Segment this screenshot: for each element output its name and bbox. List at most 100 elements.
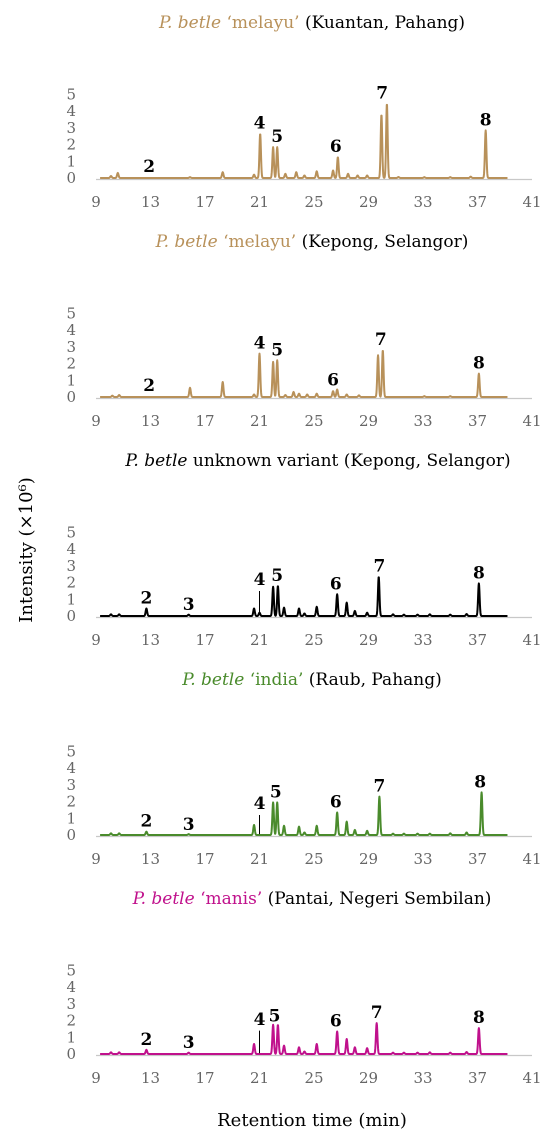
panel-title-variant: ‘manis’ [200,889,268,909]
panel-title: P. betle ‘manis’ (Pantai, Negeri Sembila… [132,889,492,909]
x-tick-label: 37 [468,193,487,211]
y-tick-label: 5 [66,86,76,104]
peak-label-3: 3 [183,1033,195,1053]
chromatogram-panel-5: P. betle ‘manis’ (Pantai, Negeri Sembila… [66,889,541,1087]
x-tick-label: 13 [141,631,160,649]
x-tick-label: 33 [413,850,432,868]
x-tick-label: 33 [413,193,432,211]
y-tick-label: 4 [66,102,76,120]
panel-title-species: P. betle [158,13,226,33]
y-tick-label: 1 [66,590,76,608]
peak-label-6: 6 [330,137,342,157]
x-tick-label: 21 [250,193,269,211]
y-tick-label: 4 [66,759,76,777]
x-tick-label: 13 [141,850,160,868]
x-tick-label: 25 [304,1069,323,1087]
x-tick-label: 33 [413,631,432,649]
peak-label-6: 6 [330,1011,342,1031]
x-tick-label: 29 [359,412,378,430]
y-tick-label: 3 [66,557,76,575]
peak-label-7: 7 [375,330,387,350]
peak-label-4: 4 [254,1010,266,1030]
x-tick-label: 25 [304,631,323,649]
x-tick-label: 37 [468,631,487,649]
panel-title-location: (Raub, Pahang) [309,670,442,690]
peak-label-8: 8 [473,1008,485,1028]
y-tick-label: 2 [66,355,76,373]
peak-label-8: 8 [474,772,486,792]
x-tick-label: 17 [195,193,214,211]
x-tick-label: 29 [359,1069,378,1087]
y-tick-label: 2 [66,1012,76,1030]
chromatogram-panels: P. betle ‘melayu’ (Kuantan, Pahang)01234… [66,13,541,1087]
peak-label-4: 4 [254,114,266,134]
x-tick-label: 17 [195,412,214,430]
y-tick-label: 3 [66,995,76,1013]
peak-label-2: 2 [140,1030,152,1050]
y-tick-label: 0 [66,169,76,187]
y-tick-label: 5 [66,524,76,542]
chromatogram-panel-2: P. betle ‘melayu’ (Kepong, Selangor)0123… [66,232,541,430]
y-tick-label: 3 [66,338,76,356]
x-tick-label: 13 [141,412,160,430]
x-axis-label: Retention time (min) [217,1110,407,1131]
panel-title-variant: ‘melayu’ [223,232,302,252]
peak-label-2: 2 [140,812,152,832]
x-tick-label: 41 [522,1069,541,1087]
x-tick-label: 17 [195,850,214,868]
x-tick-label: 29 [359,631,378,649]
peak-label-6: 6 [330,792,342,812]
peak-label-6: 6 [327,370,339,390]
panel-title-variant: ‘melayu’ [226,13,305,33]
y-tick-label: 0 [66,826,76,844]
x-tick-label: 13 [141,1069,160,1087]
panel-title-location: (Kuantan, Pahang) [305,13,465,33]
y-tick-label: 1 [66,152,76,170]
peak-label-2: 2 [143,376,155,396]
peak-label-7: 7 [371,1003,383,1023]
y-tick-label: 0 [66,388,76,406]
y-tick-label: 5 [66,305,76,323]
peak-label-2: 2 [143,157,155,177]
x-tick-label: 13 [141,193,160,211]
x-tick-label: 9 [91,631,101,649]
y-tick-label: 4 [66,540,76,558]
x-tick-label: 25 [304,193,323,211]
peak-label-5: 5 [271,340,283,360]
x-tick-label: 17 [195,1069,214,1087]
x-tick-label: 21 [250,631,269,649]
panel-title-species: P. betle [181,670,249,690]
panel-title: P. betle ‘india’ (Raub, Pahang) [181,670,442,690]
peak-label-7: 7 [373,557,385,577]
x-tick-label: 37 [468,412,487,430]
panel-title: P. betle unknown variant (Kepong, Selang… [124,451,510,471]
x-tick-label: 9 [91,1069,101,1087]
y-axis-label: Intensity (×10⁶) [16,477,37,623]
peak-label-8: 8 [480,110,492,130]
x-tick-label: 41 [522,850,541,868]
y-tick-label: 0 [66,607,76,625]
peak-label-6: 6 [330,574,342,594]
x-tick-label: 33 [413,1069,432,1087]
y-tick-label: 3 [66,119,76,137]
chromatogram-trace [99,576,509,617]
y-tick-label: 3 [66,776,76,794]
peak-label-3: 3 [183,815,195,835]
x-tick-label: 37 [468,1069,487,1087]
x-tick-label: 21 [250,850,269,868]
panel-title: P. betle ‘melayu’ (Kuantan, Pahang) [158,13,465,33]
peak-label-4: 4 [254,794,266,814]
x-tick-label: 9 [91,412,101,430]
peak-label-7: 7 [376,84,388,104]
x-tick-label: 29 [359,850,378,868]
peak-label-5: 5 [270,782,282,802]
x-tick-label: 41 [522,412,541,430]
x-tick-label: 21 [250,412,269,430]
panel-title-location: (Pantai, Negeri Sembilan) [268,889,492,909]
x-tick-label: 9 [91,850,101,868]
y-tick-label: 5 [66,743,76,761]
peak-label-5: 5 [271,127,283,147]
chromatogram-trace [99,791,509,836]
peak-label-4: 4 [254,334,266,354]
